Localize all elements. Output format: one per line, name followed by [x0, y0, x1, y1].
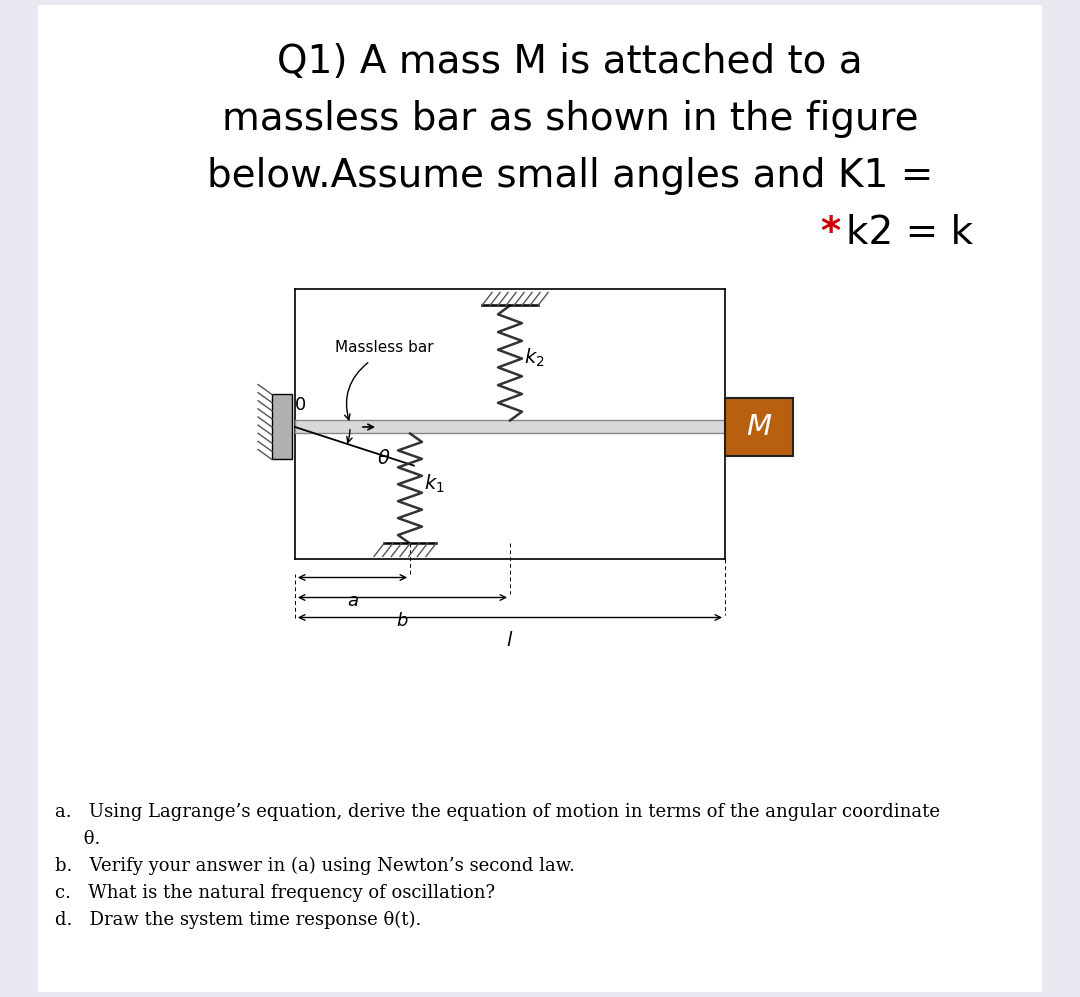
Text: $l$: $l$ [507, 631, 514, 650]
Text: $\theta$: $\theta$ [377, 450, 391, 469]
Text: 0: 0 [295, 396, 307, 414]
Text: c.   What is the natural frequency of oscillation?: c. What is the natural frequency of osci… [55, 884, 495, 902]
Text: Q1) A mass M is attached to a: Q1) A mass M is attached to a [278, 43, 863, 81]
Text: $k_2$: $k_2$ [524, 347, 544, 369]
Text: Massless bar: Massless bar [335, 340, 434, 355]
Text: d.   Draw the system time response θ(t).: d. Draw the system time response θ(t). [55, 911, 421, 929]
Bar [295, 421, 725, 434]
Text: $b$: $b$ [396, 611, 409, 629]
Text: b.   Verify your answer in (a) using Newton’s second law.: b. Verify your answer in (a) using Newto… [55, 856, 575, 875]
Bar [272, 395, 292, 460]
Text: $a$: $a$ [347, 591, 359, 609]
Text: θ.: θ. [55, 830, 100, 848]
Text: a.   Using Lagrange’s equation, derive the equation of motion in terms of the an: a. Using Lagrange’s equation, derive the… [55, 803, 940, 821]
Bar [725, 398, 793, 456]
Text: $k_1$: $k_1$ [424, 473, 445, 495]
Text: $M$: $M$ [746, 413, 772, 441]
Text: massless bar as shown in the figure: massless bar as shown in the figure [221, 100, 918, 138]
Text: *: * [820, 214, 840, 252]
Text: below.Assume small angles and K1 =: below.Assume small angles and K1 = [206, 157, 933, 195]
Text: k2 = k: k2 = k [847, 214, 973, 252]
